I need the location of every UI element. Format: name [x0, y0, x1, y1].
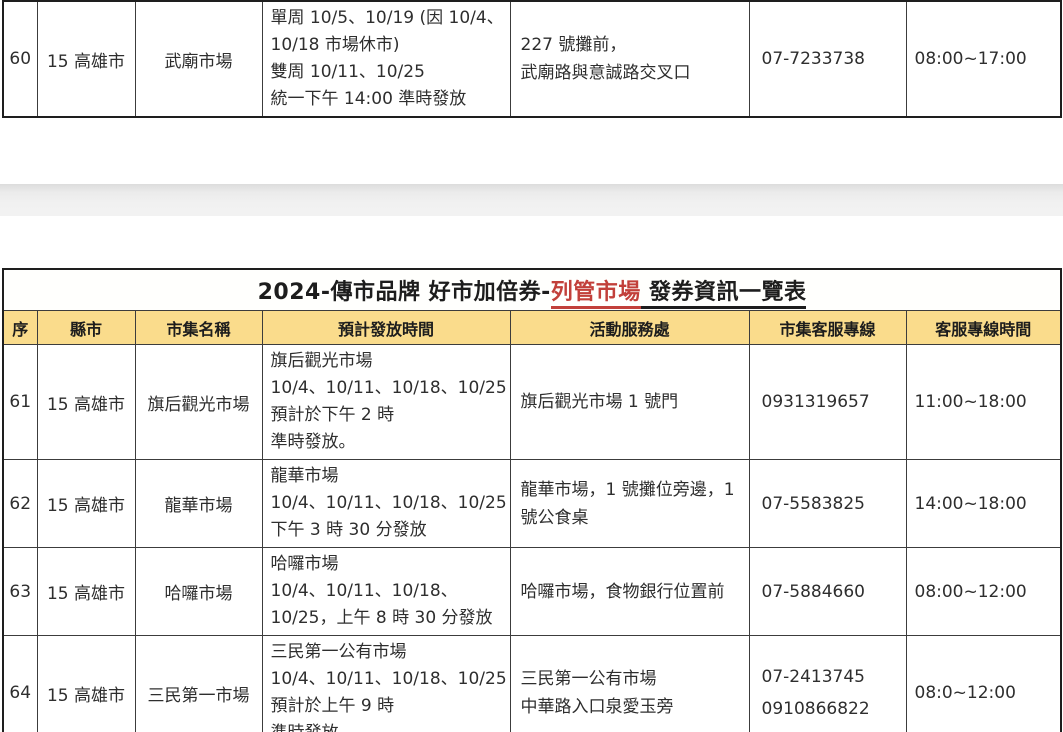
- page-divider-band: [0, 184, 1063, 216]
- service-line: 武廟路與意誠路交叉口: [520, 63, 691, 83]
- service-location-cell: 哈囉市場，食物銀行位置前: [509, 547, 750, 636]
- phone-number: 07-5884660: [761, 581, 865, 602]
- seq-cell: 62: [2, 459, 38, 548]
- header-county: 縣市: [36, 310, 136, 345]
- seq-cell: 60: [2, 1, 38, 118]
- phone-number: 07-2413745: [761, 667, 865, 687]
- schedule-line: 雙周 10/11、10/25: [270, 62, 425, 82]
- table-row-63: 63 15 高雄市 哈囉市場 哈囉市場 10/4、10/11、10/18、 10…: [2, 547, 1062, 636]
- seq-cell: 64: [2, 635, 38, 732]
- service-line: 三民第一公有市場: [520, 669, 657, 689]
- header-service-hours: 客服專線時間: [905, 310, 1062, 345]
- schedule-line: 10/4、10/11、10/18、10/25: [270, 493, 507, 513]
- service-line: 旗后觀光市場 1 號門: [520, 392, 679, 412]
- service-hours-cell: 08:0~12:00: [905, 635, 1062, 732]
- table-title-highlight: 列管市場: [550, 280, 641, 309]
- phone-cell: 07-5884660: [748, 547, 907, 636]
- schedule-line: 預計於上午 9 時: [270, 696, 395, 716]
- county-cell: 15 高雄市: [36, 459, 136, 548]
- service-hours-cell: 08:00~12:00: [905, 547, 1062, 636]
- table-row-60: 60 15 高雄市 武廟市場 單周 10/5、10/19 (因 10/4、 10…: [2, 1, 1062, 118]
- table-header-row: 序 縣市 市集名稱 預計發放時間 活動服務處 市集客服專線 客服專線時間: [2, 310, 1062, 345]
- service-hours-cell: 08:00~17:00: [905, 1, 1062, 118]
- service-hours-cell: 11:00~18:00: [905, 344, 1062, 460]
- schedule-line: 準時發放。: [271, 720, 506, 732]
- header-seq: 序: [2, 310, 38, 345]
- phone-number: 0910866822: [761, 699, 870, 719]
- market-name-cell: 龍華市場: [134, 459, 263, 548]
- table-title-suffix: 發券資訊一覽表: [640, 280, 807, 309]
- schedule-line: 10/25，上午 8 時 30 分發放: [270, 608, 493, 628]
- phone-cell: 07-5583825: [748, 459, 907, 548]
- schedule-cell: 哈囉市場 10/4、10/11、10/18、 10/25，上午 8 時 30 分…: [261, 547, 511, 636]
- header-phone: 市集客服專線: [748, 310, 907, 345]
- phone-number: 07-7233738: [761, 49, 865, 69]
- service-line: 號公食桌: [520, 507, 589, 528]
- phone-cell: 07-2413745 0910866822: [748, 635, 907, 732]
- schedule-line: 龍華市場: [270, 466, 339, 486]
- service-location-cell: 旗后觀光市場 1 號門: [509, 344, 750, 460]
- service-hours-cell: 14:00~18:00: [905, 459, 1062, 548]
- schedule-line: 單周 10/5、10/19 (因 10/4、: [270, 8, 504, 28]
- schedule-cell: 三民第一公有市場 10/4、10/11、10/18、10/25 預計於上午 9 …: [261, 635, 511, 732]
- table-title: 2024-傳市品牌 好市加倍券-列管市場 發券資訊一覽表: [258, 280, 807, 309]
- table-row-62: 62 15 高雄市 龍華市場 龍華市場 10/4、10/11、10/18、10/…: [2, 459, 1062, 548]
- table-row-61: 61 15 高雄市 旗后觀光市場 旗后觀光市場 10/4、10/11、10/18…: [2, 344, 1062, 460]
- table-title-cell: 2024-傳市品牌 好市加倍券-列管市場 發券資訊一覽表: [2, 268, 1062, 311]
- service-location-cell: 三民第一公有市場 中華路入口泉愛玉旁: [509, 635, 750, 732]
- service-line: 哈囉市場，食物銀行位置前: [520, 581, 725, 602]
- market-name-cell: 武廟市場: [134, 1, 263, 118]
- main-table: 2024-傳市品牌 好市加倍券-列管市場 發券資訊一覽表 序 縣市 市集名稱 預…: [2, 268, 1063, 732]
- schedule-line: 統一下午 14:00 準時發放: [270, 89, 467, 109]
- schedule-line: 旗后觀光市場: [270, 351, 373, 371]
- schedule-line: 預計於下午 2 時: [270, 405, 395, 425]
- county-cell: 15 高雄市: [36, 344, 136, 460]
- header-service-location: 活動服務處: [509, 310, 750, 345]
- service-line: 227 號攤前，: [520, 35, 627, 55]
- market-name-cell: 旗后觀光市場: [134, 344, 263, 460]
- service-line: 中華路入口泉愛玉旁: [520, 697, 674, 717]
- schedule-line: 三民第一公有市場: [270, 642, 407, 662]
- table-title-row: 2024-傳市品牌 好市加倍券-列管市場 發券資訊一覽表: [2, 268, 1062, 311]
- phone-cell: 0931319657: [748, 344, 907, 460]
- schedule-line: 10/4、10/11、10/18、: [270, 581, 458, 601]
- service-line: 龍華市場，1 號攤位旁邊，1: [520, 479, 735, 500]
- phone-number: 0931319657: [761, 392, 870, 412]
- service-location-cell: 227 號攤前， 武廟路與意誠路交叉口: [509, 1, 750, 118]
- county-cell: 15 高雄市: [36, 1, 136, 118]
- schedule-cell: 龍華市場 10/4、10/11、10/18、10/25 下午 3 時 30 分發…: [261, 459, 511, 548]
- seq-cell: 63: [2, 547, 38, 636]
- county-cell: 15 高雄市: [36, 547, 136, 636]
- schedule-cell: 旗后觀光市場 10/4、10/11、10/18、10/25 預計於下午 2 時 …: [261, 344, 511, 460]
- schedule-line: 10/4、10/11、10/18、10/25: [270, 378, 507, 398]
- schedule-cell: 單周 10/5、10/19 (因 10/4、 10/18 市場休市) 雙周 10…: [261, 1, 511, 118]
- seq-cell: 61: [2, 344, 38, 460]
- table-title-prefix: 2024-傳市品牌 好市加倍券-: [257, 280, 551, 305]
- top-table: 60 15 高雄市 武廟市場 單周 10/5、10/19 (因 10/4、 10…: [2, 0, 1062, 118]
- schedule-line: 準時發放。: [270, 432, 356, 452]
- table-row-64: 64 15 高雄市 三民第一市場 三民第一公有市場 10/4、10/11、10/…: [2, 635, 1062, 732]
- service-location-cell: 龍華市場，1 號攤位旁邊，1 號公食桌: [509, 459, 750, 548]
- schedule-line: 10/18 市場休市): [270, 35, 400, 55]
- county-cell: 15 高雄市: [36, 635, 136, 732]
- schedule-line: 下午 3 時 30 分發放: [270, 520, 427, 540]
- schedule-line: 10/4、10/11、10/18、10/25: [270, 669, 507, 689]
- market-name-cell: 哈囉市場: [134, 547, 263, 636]
- phone-number: 07-5583825: [761, 493, 865, 514]
- market-name-cell: 三民第一市場: [134, 635, 263, 732]
- header-market-name: 市集名稱: [134, 310, 263, 345]
- schedule-line: 哈囉市場: [270, 554, 339, 574]
- header-schedule: 預計發放時間: [261, 310, 511, 345]
- phone-cell: 07-7233738: [748, 1, 907, 118]
